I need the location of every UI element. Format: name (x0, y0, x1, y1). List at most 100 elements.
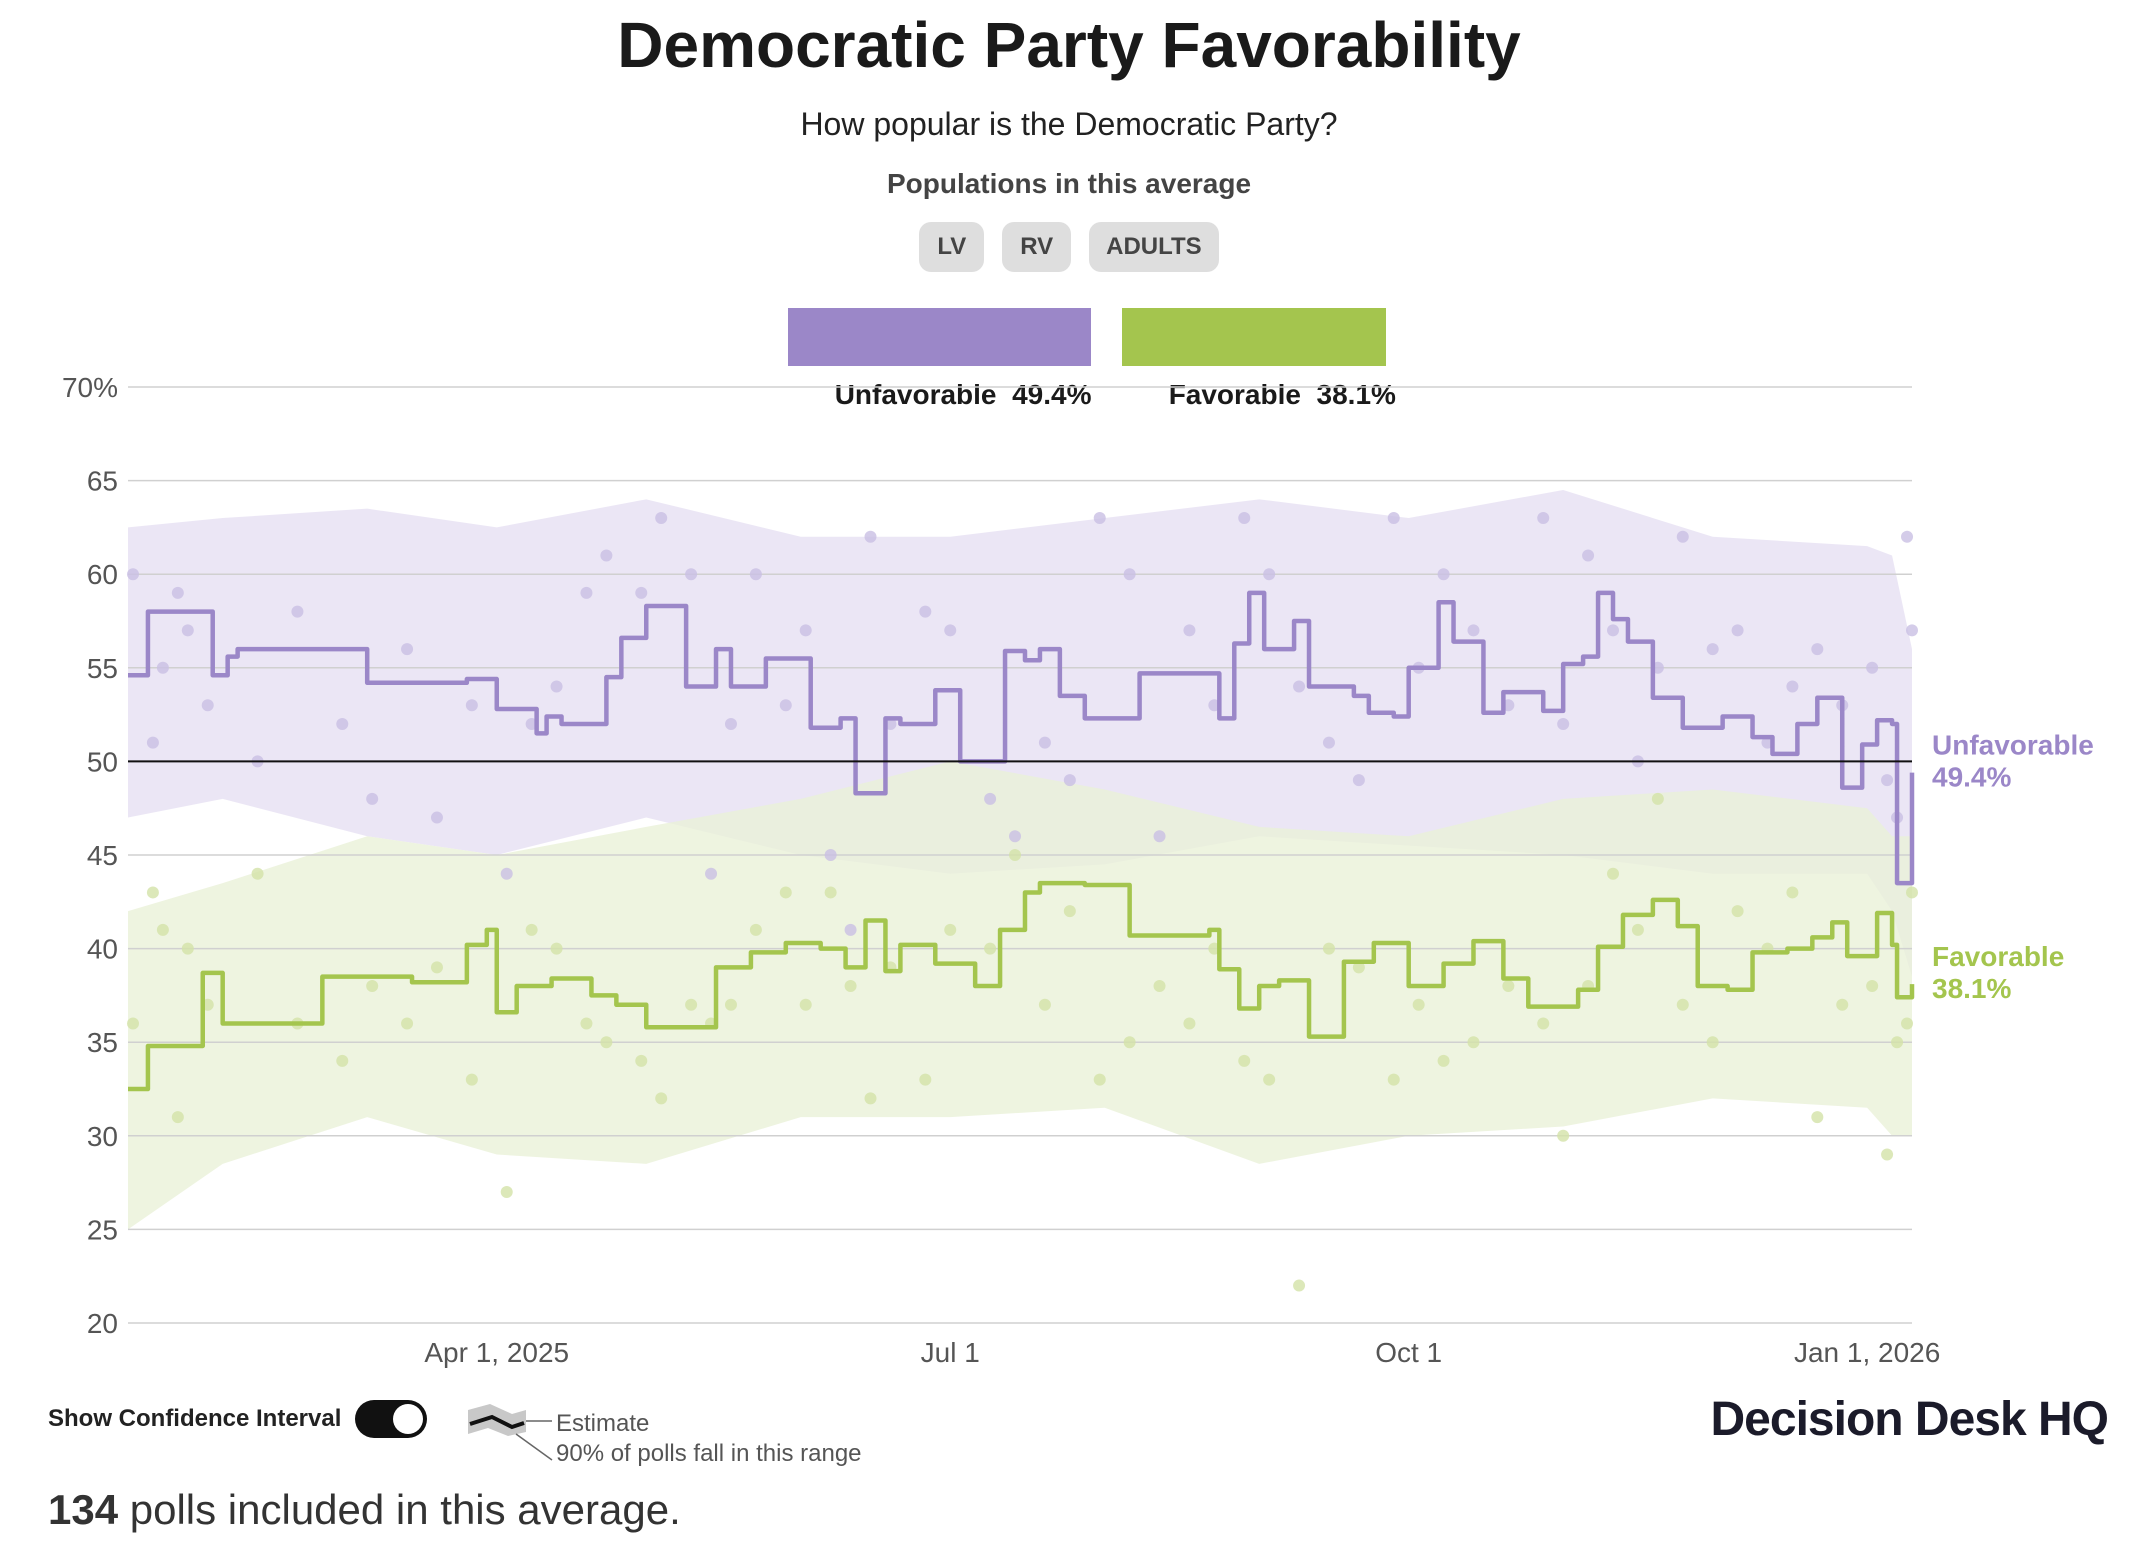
unfavorable-poll-dot (600, 549, 613, 562)
favorable-poll-dot (336, 1054, 349, 1067)
favorable-poll-dot (1412, 998, 1425, 1011)
favorable-poll-dot (655, 1092, 668, 1105)
favorable-poll-dot (181, 942, 194, 955)
estimate-lines (128, 590, 1915, 1092)
unfavorable-poll-dot (984, 792, 997, 805)
polls-count: 134 polls included in this average. (48, 1486, 681, 1534)
favorable-poll-dot (366, 980, 379, 993)
favorable-poll-dot (799, 998, 812, 1011)
unfavorable-poll-dot (401, 643, 414, 656)
unfavorable-poll-dot (1731, 624, 1744, 637)
favorable-poll-dot (1153, 980, 1166, 993)
unfavorable-poll-dot (1467, 624, 1480, 637)
favorable-poll-dot (1607, 867, 1620, 880)
unfavorable-poll-dot (724, 717, 737, 730)
y-tick-60: 60 (87, 559, 118, 590)
x-tick-2: Oct 1 (1375, 1337, 1442, 1368)
favorable-poll-dot (171, 1111, 184, 1124)
y-tick-25: 25 (87, 1214, 118, 1245)
estimate-key-glyph (468, 1404, 553, 1461)
unfavorable-poll-dot (430, 811, 443, 824)
unfavorable-poll-dot (500, 867, 513, 880)
unfavorable-poll-dot (580, 586, 593, 599)
unfavorable-estimate-line (128, 590, 1915, 886)
favorable-poll-dot (1651, 792, 1664, 805)
y-tick-55: 55 (87, 653, 118, 684)
favorable-poll-dot (1866, 980, 1879, 993)
unfavorable-poll-dot (1387, 512, 1400, 525)
favorable-poll-dot (1811, 1111, 1824, 1124)
y-tick-45: 45 (87, 840, 118, 871)
unfavorable-poll-dot (1557, 717, 1570, 730)
favorable-badge-label: Favorable (1168, 379, 1301, 410)
unfavorable-end-label: Unfavorable (1932, 730, 2094, 761)
key-estimate-label: Estimate (556, 1410, 650, 1437)
unfavorable-poll-dot (366, 792, 379, 805)
favorable-poll-dot (156, 923, 169, 936)
key-estimate-swatch (469, 1414, 525, 1430)
confidence-toggle-row: Show Confidence Interval (48, 1400, 428, 1438)
favorable-poll-dot (844, 980, 857, 993)
unfavorable-poll-dot (1063, 774, 1076, 787)
unfavorable-poll-dot (1093, 512, 1106, 525)
unfavorable-confidence-band (128, 489, 1912, 977)
unfavorable-poll-dot (1906, 624, 1918, 637)
unfavorable-poll-dot (749, 568, 762, 581)
favorable-poll-dot (1009, 849, 1022, 861)
unfavorable-poll-dot (844, 923, 857, 936)
population-chip-adults[interactable]: ADULTS (1089, 222, 1219, 272)
favorable-poll-dot (146, 886, 159, 899)
unfavorable-end-value: 49.4% (1932, 762, 2011, 793)
favorable-badge[interactable]: Favorable 38.1% (1122, 308, 1396, 410)
favorable-poll-dot (824, 886, 837, 899)
confidence-toggle-label: Show Confidence Interval (48, 1405, 342, 1432)
favorable-poll-dot (1906, 886, 1918, 899)
unfavorable-poll-dot (635, 586, 648, 599)
unfavorable-poll-dot (864, 530, 877, 543)
unfavorable-badge-label: Unfavorable (834, 379, 997, 410)
x-tick-1: Jul 1 (921, 1337, 980, 1368)
population-chip-rv[interactable]: RV (1002, 222, 1072, 272)
unfavorable-badge[interactable]: Unfavorable 49.4% (788, 308, 1091, 410)
favorable-poll-dot (126, 1017, 139, 1030)
favorable-poll-dot (635, 1054, 648, 1067)
favorable-poll-dot (1322, 942, 1335, 955)
unfavorable-poll-dot (1263, 568, 1276, 581)
favorable-poll-dot (919, 1073, 932, 1086)
confidence-toggle[interactable] (355, 1400, 428, 1438)
unfavorable-poll-dot (1706, 643, 1719, 656)
favorable-poll-dot (525, 923, 538, 936)
favorable-estimate-line (128, 880, 1915, 1092)
unfavorable-poll-dot (1038, 736, 1051, 749)
favorable-poll-dot (1123, 1036, 1136, 1049)
favorable-poll-dot (944, 923, 957, 936)
key-range-label: 90% of polls fall in this range (556, 1440, 862, 1467)
favorable-poll-dot (779, 886, 792, 899)
favorable-poll-dot (401, 1017, 414, 1030)
unfavorable-poll-dot (1238, 512, 1251, 525)
favorable-poll-dot (1502, 980, 1515, 993)
favorable-poll-dot (864, 1092, 877, 1105)
unfavorable-poll-dot (1901, 530, 1914, 543)
favorable-poll-dot (500, 1185, 513, 1198)
unfavorable-poll-dot (1009, 830, 1022, 843)
favorable-poll-dot (251, 867, 264, 880)
favorable-poll-dot (1836, 998, 1849, 1011)
favorable-poll-dot (1437, 1054, 1450, 1067)
favorable-poll-dot (550, 942, 563, 955)
unfavorable-poll-dot (201, 699, 214, 712)
unfavorable-poll-dot (1153, 830, 1166, 843)
population-chip-lv[interactable]: LV (919, 222, 985, 272)
y-tick-35: 35 (87, 1027, 118, 1058)
favorable-poll-dot (1557, 1129, 1570, 1142)
favorable-end-value: 38.1% (1932, 973, 2011, 1004)
y-tick-65: 65 (87, 466, 118, 497)
favorable-poll-dot (1706, 1036, 1719, 1049)
y-tick-40: 40 (87, 934, 118, 965)
y-tick-20: 20 (87, 1308, 118, 1339)
unfavorable-poll-dot (799, 624, 812, 637)
unfavorable-poll-dot (919, 605, 932, 618)
favorable-poll-dot (465, 1073, 478, 1086)
polls-count-number: 134 (48, 1486, 119, 1533)
